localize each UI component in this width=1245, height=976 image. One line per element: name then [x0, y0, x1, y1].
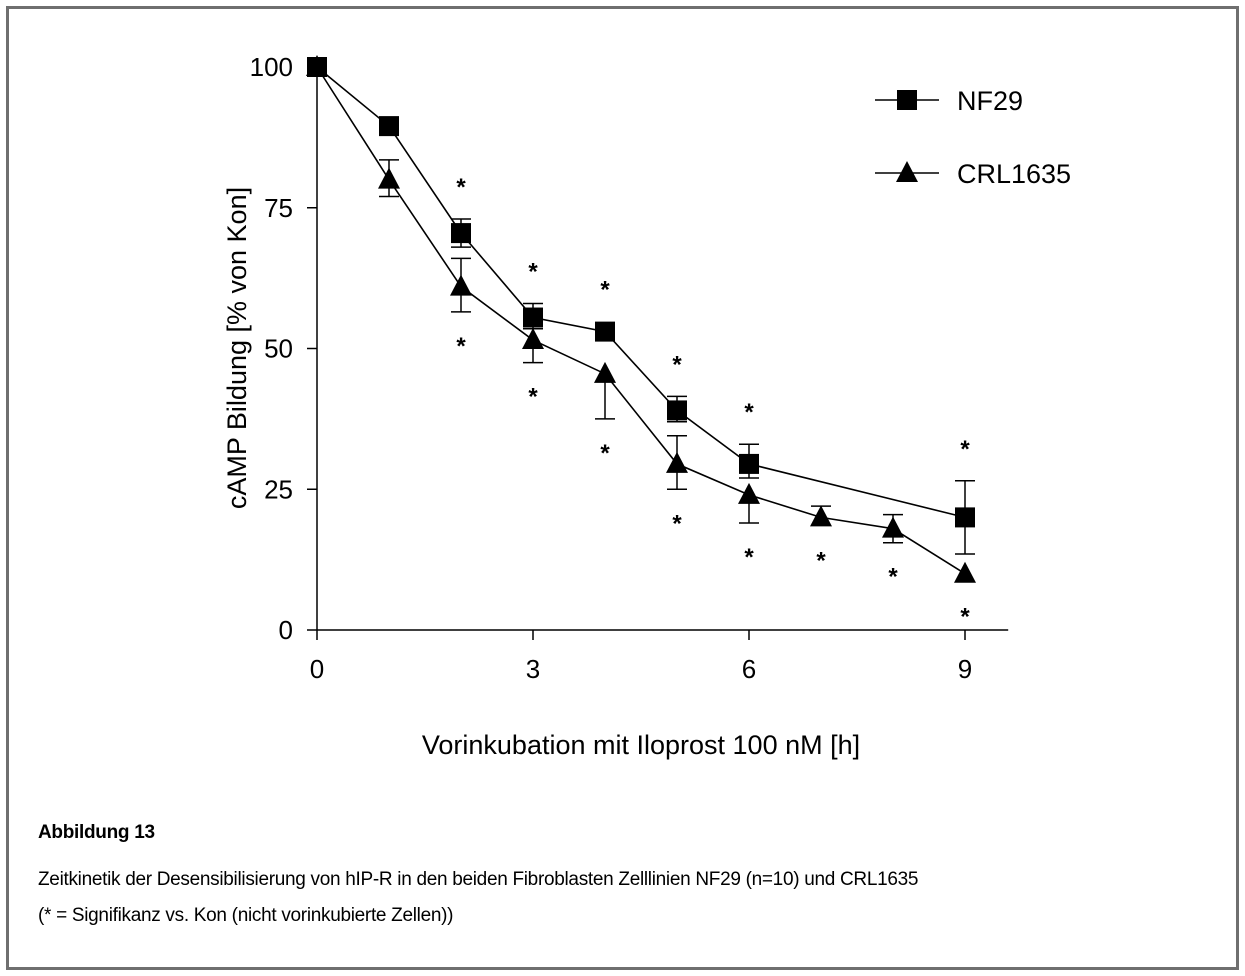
significance-marker-crl1635: *	[960, 604, 970, 631]
significance-marker-nf29: *	[528, 258, 538, 285]
x-tick-label: 6	[742, 654, 756, 684]
data-point-crl1635	[738, 482, 760, 504]
figure-frame	[6, 6, 1239, 970]
figure-caption-line-2: (* = Signifikanz vs. Kon (nicht vorinkub…	[38, 905, 454, 926]
data-point-crl1635	[522, 328, 544, 350]
figure-caption-title: Abbildung 13	[38, 822, 155, 843]
series-line-nf29	[316, 66, 966, 519]
data-point-crl1635	[450, 274, 472, 296]
y-tick-label: 25	[264, 474, 293, 504]
significance-marker-crl1635: *	[888, 564, 898, 591]
significance-marker-nf29: *	[456, 174, 466, 201]
significance-marker-crl1635: *	[528, 384, 538, 411]
legend-label-nf29: NF29	[957, 86, 1023, 116]
data-point-crl1635	[810, 505, 832, 527]
plot-layer: 0 25 50 75 100 0 3 6 9 * * * * * * * * * * * * * * NF29 CRL1635	[250, 52, 1071, 684]
legend-label-crl1635: CRL1635	[957, 159, 1071, 189]
data-point-crl1635	[954, 561, 976, 583]
data-point-crl1635	[378, 167, 400, 189]
data-point-crl1635	[594, 361, 616, 383]
significance-marker-crl1635: *	[672, 510, 682, 537]
significance-marker-nf29: *	[672, 351, 682, 378]
y-tick-label: 75	[264, 193, 293, 223]
significance-marker-nf29: *	[960, 436, 970, 463]
data-point-nf29	[379, 116, 399, 137]
data-point-crl1635	[306, 55, 328, 76]
figure-caption-line-1: Zeitkinetik der Desensibilisierung von h…	[38, 869, 919, 890]
significance-marker-nf29: *	[600, 277, 610, 304]
data-point-nf29	[739, 453, 759, 474]
significance-marker-crl1635: *	[744, 544, 754, 571]
data-point-nf29	[595, 321, 615, 342]
y-axis-label: cAMP Bildung [% von Kon]	[222, 187, 252, 509]
y-tick-label: 0	[279, 615, 293, 645]
x-tick-label: 3	[526, 654, 540, 684]
significance-marker-nf29: *	[744, 399, 754, 426]
series-line-crl1635	[316, 66, 966, 575]
x-axis-label: Vorinkubation mit Iloprost 100 nM [h]	[422, 730, 860, 760]
data-point-nf29	[955, 507, 975, 528]
figure-caption: Abbildung 13 Zeitkinetik der Desensibili…	[38, 822, 1208, 934]
significance-marker-crl1635: *	[816, 547, 826, 574]
legend-marker-crl1635	[896, 161, 918, 182]
legend-marker-nf29	[897, 90, 917, 110]
significance-marker-crl1635: *	[456, 333, 466, 360]
data-point-nf29	[451, 223, 471, 244]
data-point-crl1635	[882, 516, 904, 538]
x-tick-label: 0	[310, 654, 324, 684]
y-tick-label: 50	[264, 334, 293, 364]
data-point-nf29	[667, 400, 687, 421]
significance-marker-crl1635: *	[600, 440, 610, 467]
y-tick-label: 100	[250, 52, 293, 82]
x-tick-label: 9	[958, 654, 972, 684]
data-point-crl1635	[666, 451, 688, 473]
data-point-nf29	[523, 307, 543, 328]
